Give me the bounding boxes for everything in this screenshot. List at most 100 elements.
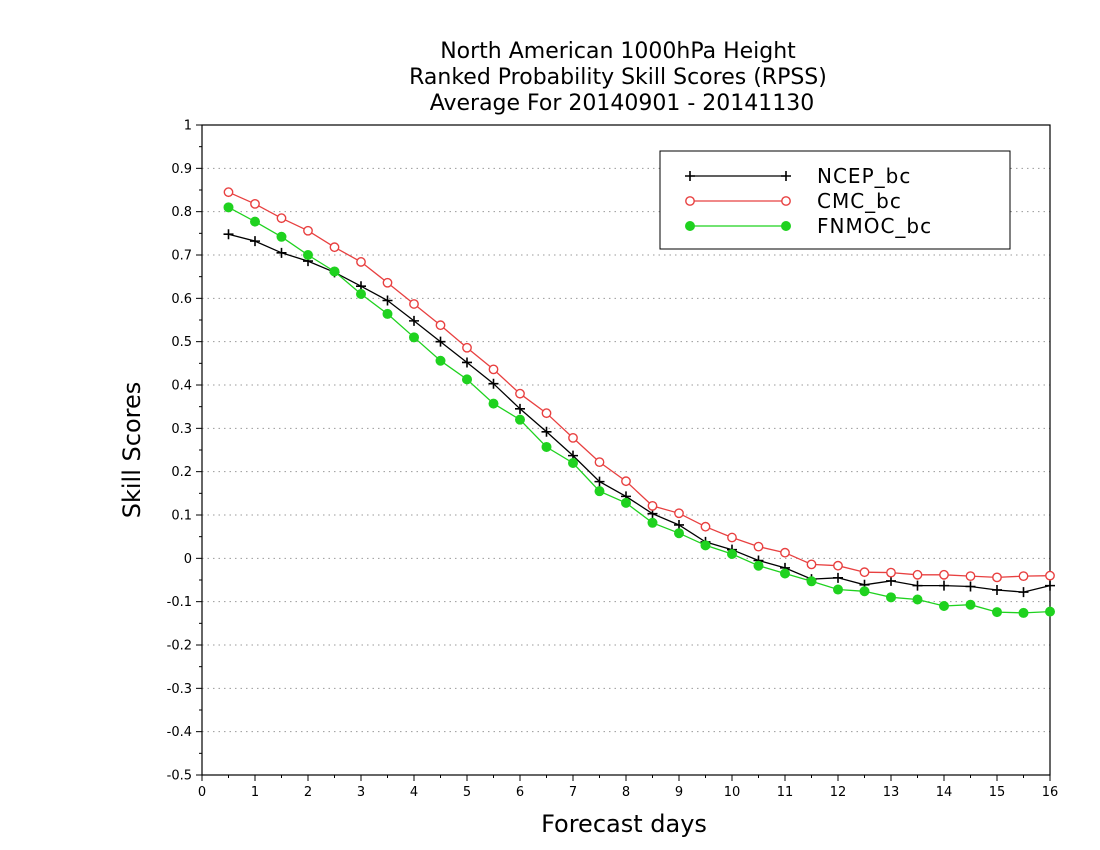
data-point xyxy=(647,500,658,511)
data-point xyxy=(409,299,419,309)
data-point xyxy=(541,441,552,452)
data-point xyxy=(409,315,419,326)
data-point xyxy=(939,580,949,591)
y-tick-label: -0.3 xyxy=(167,682,192,697)
data-point xyxy=(568,457,579,468)
series-ncep-bc xyxy=(223,229,1055,598)
data-point xyxy=(727,532,737,543)
x-tick-label: 5 xyxy=(463,785,471,800)
x-tick-label: 14 xyxy=(936,785,953,800)
axes: -0.5 -0.4 -0.3 -0.2 -0.1 0 0.1 0.2 0.3 0.4 0.5 0.6 0… xyxy=(167,119,1059,801)
data-point xyxy=(685,171,695,181)
data-point xyxy=(515,388,525,399)
data-point xyxy=(461,374,472,385)
legend-label: CMC_bc xyxy=(817,189,902,213)
y-axis-label: Skill Scores xyxy=(118,382,146,519)
x-tick-label: 12 xyxy=(830,785,847,800)
series-line xyxy=(228,206,1051,614)
x-tick-label: 7 xyxy=(569,785,577,800)
y-tick-label: 0.3 xyxy=(171,422,192,437)
y-tick-label: 0.4 xyxy=(171,379,192,394)
data-point xyxy=(435,355,446,366)
x-tick-label: 6 xyxy=(516,785,524,800)
data-point xyxy=(912,569,923,580)
data-point xyxy=(223,202,234,213)
data-point xyxy=(992,584,1002,595)
data-point xyxy=(992,572,1002,583)
data-point xyxy=(541,426,552,437)
y-tick-label: -0.5 xyxy=(167,769,192,784)
y-tick-label: 0.9 xyxy=(171,162,192,177)
data-point xyxy=(276,231,287,242)
data-point xyxy=(780,547,790,558)
data-point xyxy=(382,295,393,306)
data-point xyxy=(249,216,260,227)
data-point xyxy=(859,586,870,597)
grid-lines xyxy=(202,124,1050,733)
data-point xyxy=(223,187,234,198)
data-point xyxy=(515,414,526,425)
data-point xyxy=(621,497,632,508)
data-point xyxy=(965,599,976,610)
data-point xyxy=(329,266,340,277)
data-point xyxy=(753,560,764,571)
data-point xyxy=(329,242,340,253)
series-cmc-bc xyxy=(223,187,1055,583)
data-point xyxy=(685,220,696,231)
data-point xyxy=(1045,570,1055,581)
data-point xyxy=(250,236,260,247)
x-tick-label: 2 xyxy=(304,785,312,800)
data-point xyxy=(700,540,711,551)
data-point xyxy=(886,575,896,586)
x-tick-label: 16 xyxy=(1042,785,1059,800)
data-point xyxy=(408,332,419,343)
data-point xyxy=(594,476,605,487)
x-tick-label: 10 xyxy=(724,785,741,800)
chart-title-line-1: North American 1000hPa Height xyxy=(440,39,796,64)
data-point xyxy=(806,559,817,570)
x-tick-label: 3 xyxy=(357,785,365,800)
data-point xyxy=(833,584,844,595)
series-fnmoc-bc xyxy=(223,202,1056,618)
data-point xyxy=(462,342,472,353)
data-point xyxy=(727,549,738,560)
data-point xyxy=(886,567,896,578)
data-point xyxy=(806,576,817,587)
y-tick-label: 0 xyxy=(184,552,192,567)
data-point xyxy=(647,517,658,528)
data-point xyxy=(276,247,287,258)
x-tick-label: 1 xyxy=(251,785,259,800)
data-point xyxy=(382,277,393,288)
y-tick-label: -0.4 xyxy=(167,725,192,740)
legend-label: NCEP_bc xyxy=(817,164,911,188)
legend-label: FNMOC_bc xyxy=(817,214,932,238)
data-point xyxy=(1018,607,1029,618)
data-point xyxy=(780,568,791,579)
data-point xyxy=(965,571,976,581)
y-tick-label: -0.1 xyxy=(167,595,192,610)
legend-entry: NCEP_bc xyxy=(685,164,911,188)
y-tick-label: 0.5 xyxy=(171,335,192,350)
y-tick-label: 0.1 xyxy=(171,509,192,524)
data-point xyxy=(594,457,605,468)
data-point xyxy=(488,378,499,389)
data-point xyxy=(488,398,499,409)
x-tick-label: 13 xyxy=(883,785,900,800)
legend-entry: CMC_bc xyxy=(685,189,902,213)
data-point xyxy=(1045,580,1055,591)
legend-box xyxy=(659,150,1011,250)
data-point xyxy=(541,408,552,419)
data-point xyxy=(303,225,313,236)
data-point xyxy=(700,521,711,532)
x-tick-label: 8 xyxy=(622,785,630,800)
x-tick-label: 15 xyxy=(989,785,1006,800)
y-tick-label: 0.6 xyxy=(171,292,192,307)
series-line xyxy=(228,233,1051,593)
data-point xyxy=(1018,587,1029,598)
x-axis-label: Forecast days xyxy=(541,810,707,838)
data-point xyxy=(992,607,1003,618)
x-tick-label: 9 xyxy=(675,785,683,800)
y-tick-label: -0.2 xyxy=(167,639,192,654)
